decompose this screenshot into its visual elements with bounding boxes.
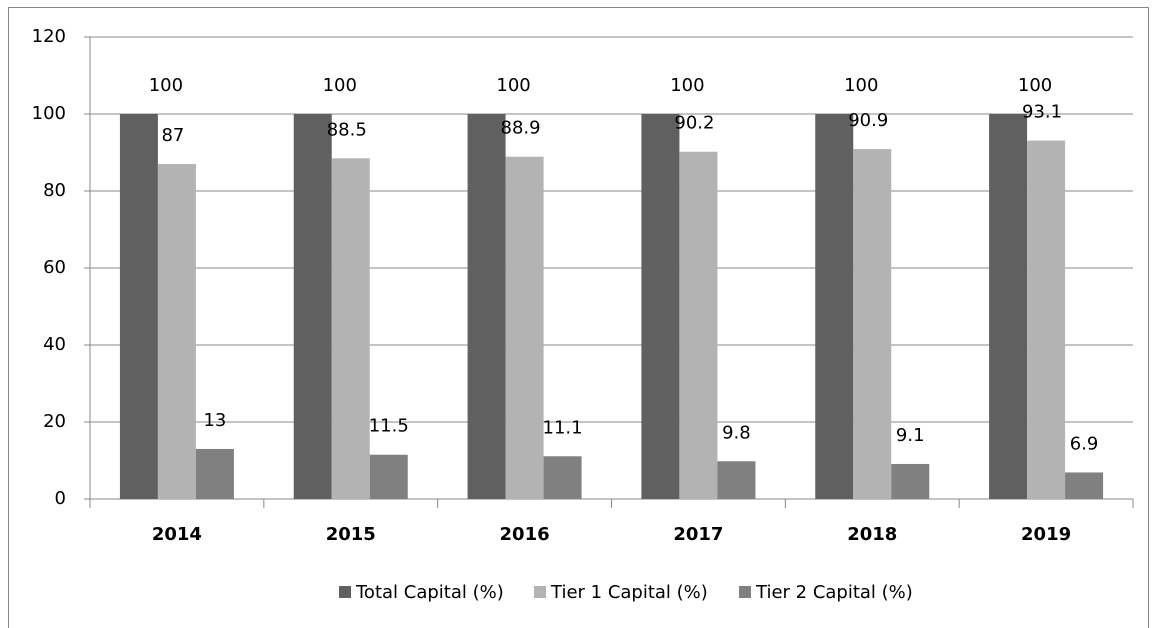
data-label: 100: [844, 75, 878, 96]
bar: [815, 114, 854, 499]
data-label: 9.8: [722, 422, 751, 443]
bar: [543, 456, 582, 499]
y-tick-label: 60: [43, 257, 66, 278]
bar: [293, 114, 332, 499]
y-tick-label: 100: [32, 103, 66, 124]
data-label: 11.5: [369, 416, 409, 437]
bar: [195, 448, 234, 499]
y-tick-label: 120: [32, 26, 66, 47]
data-label: 100: [496, 75, 530, 96]
x-tick-label: 2016: [500, 524, 550, 545]
bar: [331, 158, 370, 499]
legend-swatch: [339, 586, 351, 598]
data-label: 9.1: [896, 425, 925, 446]
bar: [119, 114, 158, 499]
bar: [641, 114, 680, 499]
data-label: 100: [149, 75, 183, 96]
bar: [369, 454, 408, 499]
legend-label: Tier 2 Capital (%): [755, 582, 913, 603]
x-tick-label: 2014: [152, 524, 202, 545]
data-label: 93.1: [1022, 102, 1062, 123]
bar: [1027, 140, 1066, 499]
bar: [989, 114, 1028, 499]
y-tick-label: 80: [43, 180, 66, 201]
data-label: 11.1: [543, 417, 583, 438]
legend-swatch: [534, 586, 546, 598]
data-label: 100: [1018, 75, 1052, 96]
bar: [853, 149, 892, 499]
chart-frame: [8, 7, 1149, 628]
data-label: 90.2: [674, 113, 714, 134]
data-label: 13: [203, 410, 226, 431]
y-tick-label: 0: [55, 488, 66, 509]
data-label: 100: [670, 75, 704, 96]
x-tick-label: 2017: [673, 524, 723, 545]
bar: [157, 164, 196, 500]
data-label: 88.5: [327, 119, 367, 140]
legend-label: Tier 1 Capital (%): [550, 582, 708, 603]
legend-swatch: [739, 586, 751, 598]
data-label: 100: [323, 75, 357, 96]
data-label: 90.9: [848, 110, 888, 131]
data-label: 6.9: [1070, 433, 1099, 454]
x-tick-label: 2018: [847, 524, 897, 545]
bar: [467, 114, 506, 499]
y-tick-label: 20: [43, 411, 66, 432]
bar: [717, 461, 756, 499]
legend-label: Total Capital (%): [355, 582, 504, 603]
bar: [505, 156, 544, 500]
data-label: 88.9: [501, 118, 541, 139]
bar: [891, 463, 930, 499]
data-label: 87: [161, 125, 184, 146]
x-tick-label: 2015: [326, 524, 376, 545]
x-tick-label: 2019: [1021, 524, 1071, 545]
y-tick-label: 40: [43, 334, 66, 355]
bar: [1065, 472, 1104, 499]
bar: [679, 151, 718, 500]
